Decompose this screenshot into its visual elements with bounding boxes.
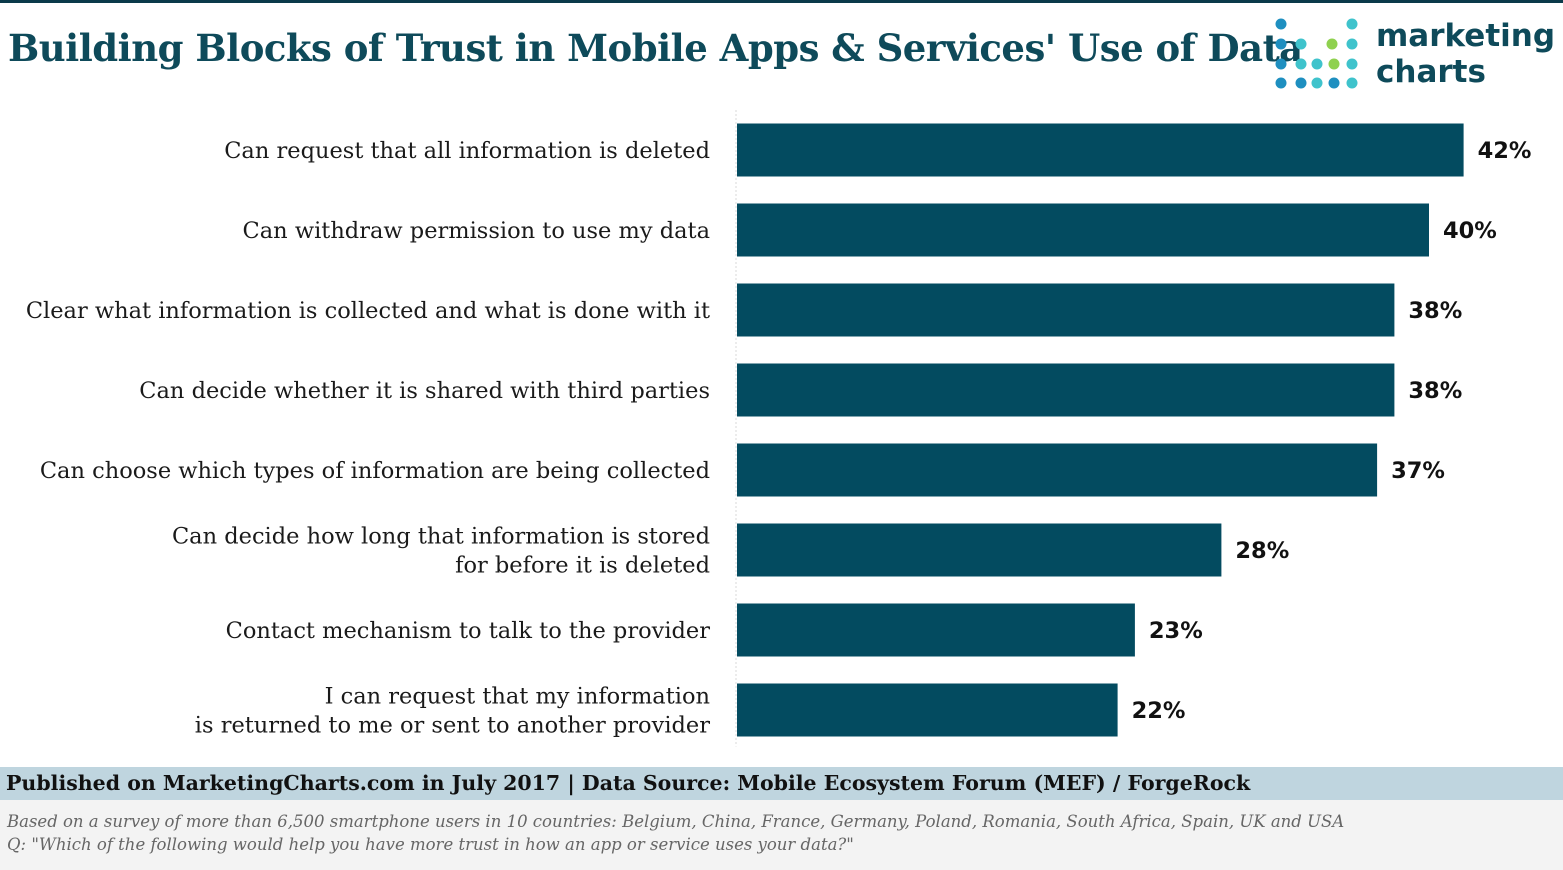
value-label: 22% (1132, 698, 1186, 724)
logo-dots-icon (1275, 18, 1358, 89)
value-label: 38% (1408, 298, 1462, 324)
logo-wordmark: marketing charts (1376, 18, 1555, 90)
logo-line-1: marketing (1376, 18, 1556, 54)
category-label: Can choose which types of information ar… (40, 458, 710, 484)
category-label: Can withdraw permission to use my data (243, 218, 710, 244)
value-label: 38% (1408, 378, 1462, 404)
category-label-line: Can decide how long that information is … (172, 524, 710, 550)
bar (737, 283, 1395, 337)
bar (737, 363, 1395, 417)
bar (737, 683, 1118, 737)
category-label-line: Clear what information is collected and … (26, 298, 710, 324)
category-label: Clear what information is collected and … (26, 298, 710, 324)
chart-title: Building Blocks of Trust in Mobile Apps … (8, 26, 1303, 70)
category-label-line: I can request that my information (325, 684, 710, 710)
category-label-line: for before it is deleted (455, 553, 710, 579)
bar (737, 203, 1429, 257)
category-label-line: Can decide whether it is shared with thi… (139, 378, 710, 404)
category-label-line: Can request that all information is dele… (224, 138, 710, 164)
category-label: Contact mechanism to talk to the provide… (226, 618, 711, 644)
category-label-line: is returned to me or sent to another pro… (195, 713, 710, 739)
value-label: 40% (1443, 218, 1497, 244)
survey-question: Q: "Which of the following would help yo… (7, 835, 854, 854)
category-label-line: Contact mechanism to talk to the provide… (226, 618, 711, 644)
category-label: Can request that all information is dele… (224, 138, 710, 164)
value-label: 23% (1149, 618, 1203, 644)
category-label: I can request that my information is retu… (195, 684, 710, 739)
published-source-line: Published on MarketingCharts.com in July… (0, 767, 1563, 800)
value-label: 37% (1391, 458, 1445, 484)
category-label: Can decide whether it is shared with thi… (139, 378, 710, 404)
bar (737, 603, 1135, 657)
logo-line-2: charts (1376, 54, 1486, 90)
category-label-line: Can choose which types of information ar… (40, 458, 710, 484)
category-label: Can decide how long that information is … (172, 524, 710, 579)
bar (737, 443, 1378, 497)
top-rule (0, 0, 1563, 3)
value-label: 42% (1478, 138, 1532, 164)
marketingcharts-logo: marketing charts (1272, 16, 1557, 92)
value-label: 28% (1235, 538, 1289, 564)
survey-note: Based on a survey of more than 6,500 sma… (7, 812, 1345, 831)
category-label-line: Can withdraw permission to use my data (243, 218, 710, 244)
bar-chart: 42% Can request that all information is d… (26, 110, 1532, 747)
bar (737, 523, 1222, 577)
bar (737, 123, 1464, 177)
survey-notes: Based on a survey of more than 6,500 sma… (0, 800, 1563, 870)
